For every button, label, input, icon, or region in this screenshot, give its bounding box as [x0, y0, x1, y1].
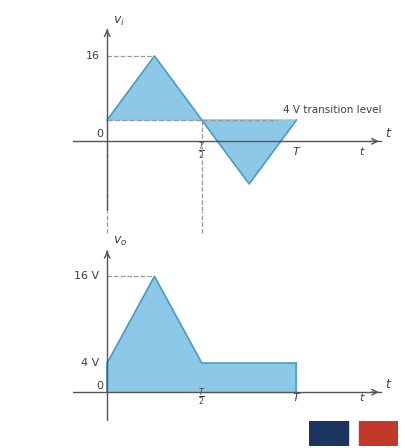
Text: 16: 16: [85, 51, 99, 61]
Text: 4 V: 4 V: [81, 358, 99, 368]
Text: $t$: $t$: [358, 145, 365, 157]
Text: $T$: $T$: [291, 391, 301, 403]
Polygon shape: [201, 120, 296, 184]
Text: 0: 0: [96, 380, 103, 391]
Text: 16 V: 16 V: [74, 271, 99, 281]
Text: $v_o$: $v_o$: [113, 235, 127, 248]
Text: $\frac{T}{2}$: $\frac{T}{2}$: [198, 141, 205, 162]
Text: $\frac{T}{2}$: $\frac{T}{2}$: [198, 387, 205, 409]
Text: 4 V transition level: 4 V transition level: [283, 105, 381, 115]
Polygon shape: [107, 56, 201, 120]
Text: $t$: $t$: [384, 127, 392, 140]
Polygon shape: [107, 276, 201, 392]
Polygon shape: [201, 363, 296, 392]
Bar: [308, 421, 347, 446]
Text: $t$: $t$: [384, 378, 392, 391]
Text: $v_i$: $v_i$: [113, 15, 124, 28]
Bar: [358, 421, 397, 446]
Text: $t$: $t$: [358, 391, 365, 403]
Text: $T$: $T$: [291, 145, 301, 157]
Text: 0: 0: [96, 129, 103, 139]
